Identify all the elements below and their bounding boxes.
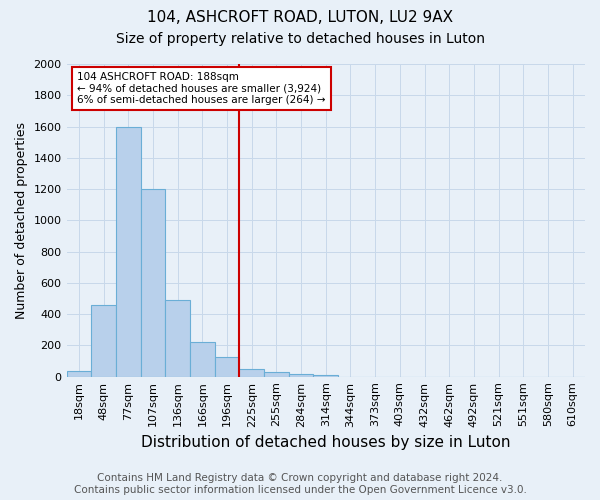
Bar: [190, 342, 215, 376]
Bar: [91, 305, 116, 376]
X-axis label: Distribution of detached houses by size in Luton: Distribution of detached houses by size …: [141, 435, 511, 450]
Text: Size of property relative to detached houses in Luton: Size of property relative to detached ho…: [115, 32, 485, 46]
Text: Contains HM Land Registry data © Crown copyright and database right 2024.
Contai: Contains HM Land Registry data © Crown c…: [74, 474, 526, 495]
Bar: [116, 126, 140, 376]
Y-axis label: Number of detached properties: Number of detached properties: [15, 122, 28, 319]
Text: 104 ASHCROFT ROAD: 188sqm
← 94% of detached houses are smaller (3,924)
6% of sem: 104 ASHCROFT ROAD: 188sqm ← 94% of detac…: [77, 72, 325, 105]
Text: 104, ASHCROFT ROAD, LUTON, LU2 9AX: 104, ASHCROFT ROAD, LUTON, LU2 9AX: [147, 10, 453, 25]
Bar: [165, 300, 190, 376]
Bar: [313, 375, 338, 376]
Bar: [239, 369, 264, 376]
Bar: [215, 357, 239, 376]
Bar: [140, 189, 165, 376]
Bar: [289, 374, 313, 376]
Bar: [264, 372, 289, 376]
Bar: [67, 371, 91, 376]
